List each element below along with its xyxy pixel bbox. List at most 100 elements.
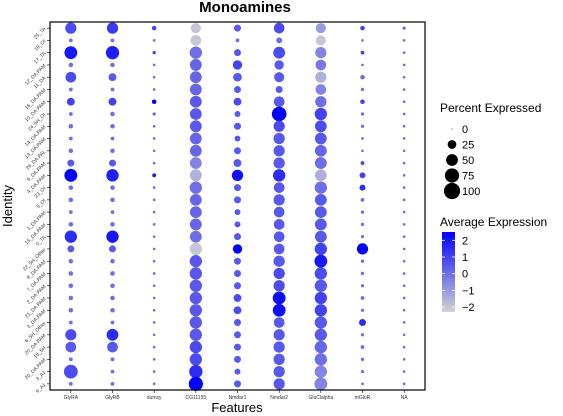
dot — [402, 88, 406, 91]
dot — [234, 368, 241, 375]
dot — [110, 320, 115, 325]
dot — [273, 365, 285, 378]
dot — [189, 242, 202, 256]
size-legend: Percent Expressed 0 25 50 75 100 — [440, 101, 541, 200]
dot — [233, 97, 242, 106]
y-tick-label: 9_A1 — [35, 382, 48, 395]
dot — [189, 169, 202, 182]
size-legend-title: Percent Expressed — [440, 101, 541, 115]
dot — [151, 25, 157, 31]
dot — [360, 197, 365, 202]
dot — [315, 23, 326, 34]
dot — [402, 161, 406, 165]
dot — [273, 120, 285, 132]
dot — [314, 157, 327, 169]
size-legend-dot — [446, 154, 458, 166]
dot — [110, 197, 115, 203]
dot — [234, 269, 241, 277]
dot — [189, 328, 202, 341]
dot — [360, 210, 365, 214]
dot — [110, 369, 115, 374]
dot — [314, 230, 327, 243]
dot — [189, 157, 202, 169]
x-tick-label: mGluR — [355, 395, 371, 401]
dot — [359, 319, 366, 327]
dot — [232, 60, 243, 70]
dot — [273, 145, 285, 157]
dot — [110, 87, 115, 92]
dot — [273, 96, 285, 108]
dot — [110, 111, 115, 117]
dot — [152, 210, 156, 214]
dot — [314, 304, 327, 317]
dot — [361, 382, 364, 386]
dot — [402, 308, 406, 312]
x-tick-label: NA — [401, 395, 409, 401]
dot — [152, 124, 156, 128]
dot — [233, 159, 242, 168]
dot — [402, 26, 406, 30]
dot — [65, 22, 77, 34]
dot — [314, 340, 327, 354]
dot — [402, 333, 406, 337]
dot — [314, 353, 327, 366]
dot — [68, 136, 73, 141]
dot — [314, 254, 328, 268]
dot — [273, 157, 285, 169]
dot — [234, 233, 241, 241]
dot — [273, 341, 285, 353]
dot — [110, 357, 115, 362]
dot — [109, 245, 116, 253]
y-tick-labels: 25_TA18_OI17_TA12_DA.PAM11_DA16_DA.PAM10… — [22, 26, 48, 395]
dot — [314, 291, 327, 305]
dot — [152, 39, 156, 42]
dot — [68, 197, 74, 203]
dot — [189, 353, 202, 366]
x-axis-title: Features — [211, 400, 263, 415]
dot — [234, 85, 241, 93]
dot — [402, 345, 406, 349]
dot — [273, 194, 285, 206]
dot — [361, 149, 364, 153]
dot — [110, 123, 115, 129]
dot — [234, 221, 241, 228]
dot — [234, 257, 241, 265]
dot — [152, 333, 156, 337]
dot — [189, 316, 202, 329]
dot — [64, 46, 78, 60]
x-tick-label: GlyRB — [105, 395, 120, 401]
dot — [402, 357, 406, 361]
dot — [110, 222, 115, 227]
dot — [152, 161, 156, 165]
dot — [66, 97, 75, 106]
dot — [152, 235, 156, 239]
x-tick-label: dumsy — [147, 395, 162, 401]
dot — [273, 255, 285, 267]
size-legend-dot — [444, 168, 460, 183]
dot — [63, 364, 78, 379]
y-tick-label: 18_OI — [34, 39, 48, 53]
dot — [67, 245, 75, 253]
dot — [359, 184, 366, 191]
dot — [402, 186, 406, 189]
dot — [314, 365, 327, 378]
dot — [273, 280, 285, 292]
dot — [361, 137, 364, 140]
dot — [402, 198, 406, 202]
dot — [190, 23, 201, 34]
dot — [152, 112, 156, 116]
dot — [360, 345, 365, 349]
dot — [64, 230, 77, 243]
dot — [152, 75, 156, 79]
dot — [68, 112, 73, 116]
dot — [152, 51, 156, 55]
dot — [107, 341, 118, 353]
dot — [360, 333, 365, 337]
dot — [68, 210, 73, 215]
dot — [359, 172, 366, 179]
dot — [151, 99, 157, 105]
dot — [189, 218, 202, 231]
dot — [314, 181, 327, 194]
dot — [152, 308, 156, 312]
dot — [402, 112, 406, 116]
